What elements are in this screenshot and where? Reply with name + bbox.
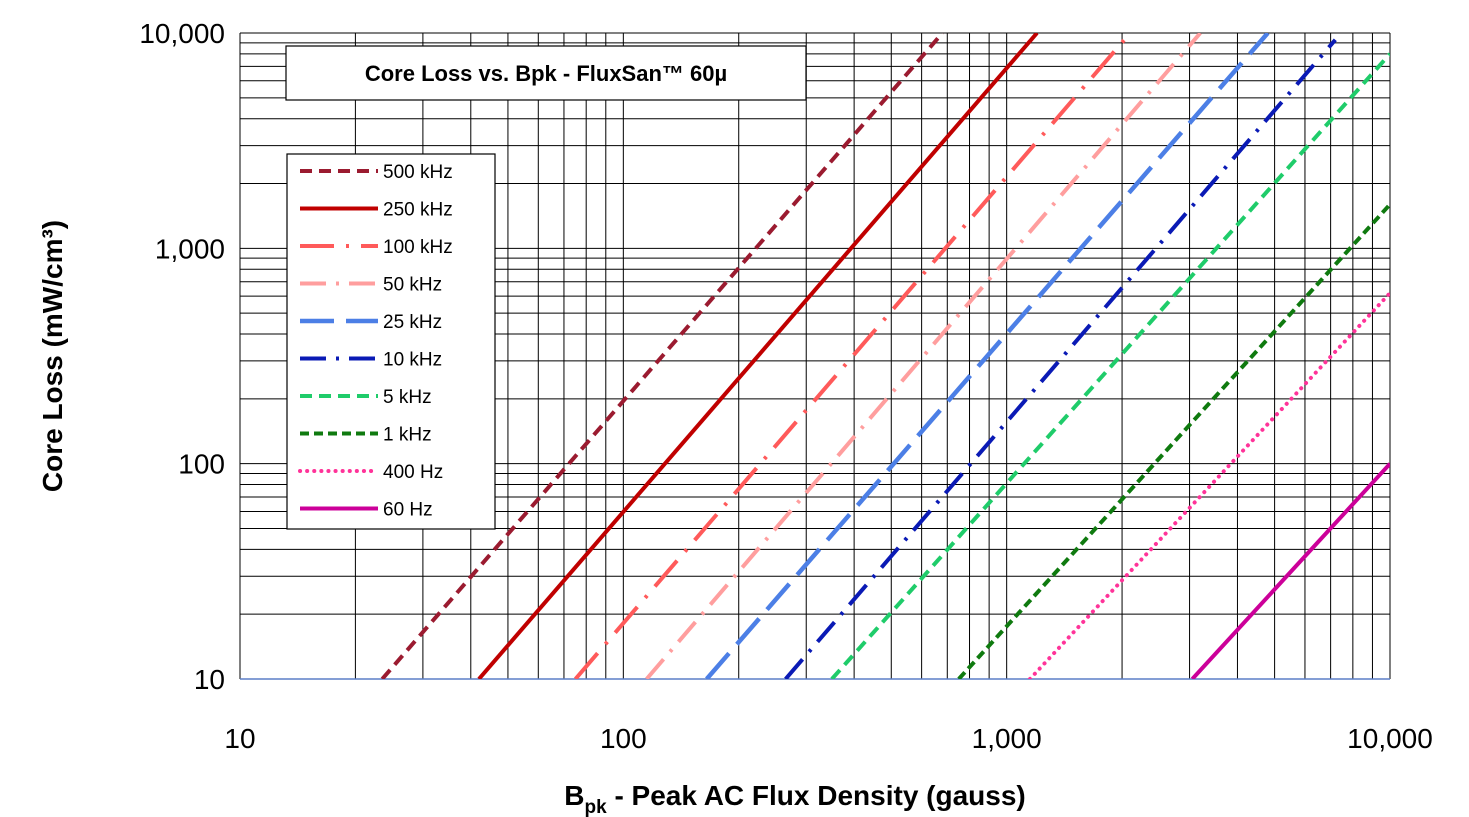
x-tick-label: 100 xyxy=(600,723,647,754)
y-tick-label: 100 xyxy=(178,449,225,480)
chart-title: Core Loss vs. Bpk - FluxSan™ 60µ xyxy=(365,61,727,86)
series-line xyxy=(1190,462,1390,679)
series-layer xyxy=(380,33,1390,679)
series-line xyxy=(477,33,1039,679)
y-tick-label: 10,000 xyxy=(139,18,225,49)
series-line xyxy=(957,203,1390,679)
chart-title-box: Core Loss vs. Bpk - FluxSan™ 60µ xyxy=(285,45,807,101)
legend-label: 1 kHz xyxy=(383,425,432,446)
legend-label: 500 kHz xyxy=(383,162,453,183)
y-tick-label: 10 xyxy=(194,664,225,695)
tick-labels: 10 100 1,000 10,000 10 100 1,000 10,000 xyxy=(139,18,1432,754)
x-axis-title: Bpk - Peak AC Flux Density (gauss) xyxy=(564,780,1026,817)
series-line xyxy=(1027,291,1390,679)
legend-label: 60 Hz xyxy=(383,500,433,521)
series-line xyxy=(784,38,1337,679)
series-line xyxy=(573,33,1132,679)
x-tick-label: 10,000 xyxy=(1347,723,1433,754)
legend-label: 400 Hz xyxy=(383,462,443,483)
grid xyxy=(239,32,1391,680)
legend-label: 10 kHz xyxy=(383,350,442,371)
series-line xyxy=(830,52,1390,679)
legend: 500 kHz 250 kHz 100 kHz 50 kHz 25 kHz 10 kHz 5… xyxy=(286,153,496,530)
y-tick-label: 1,000 xyxy=(155,233,225,264)
legend-label: 100 kHz xyxy=(383,237,453,258)
series-line xyxy=(645,33,1202,679)
legend-label: 50 kHz xyxy=(383,275,442,296)
x-tick-label: 10 xyxy=(224,723,255,754)
legend-label: 250 kHz xyxy=(383,200,453,221)
legend-label: 5 kHz xyxy=(383,387,432,408)
legend-label: 25 kHz xyxy=(383,312,442,333)
series-line xyxy=(380,33,944,679)
y-axis-title: Core Loss (mW/cm³) xyxy=(37,220,68,492)
x-tick-label: 1,000 xyxy=(972,723,1042,754)
series-line xyxy=(705,33,1270,679)
